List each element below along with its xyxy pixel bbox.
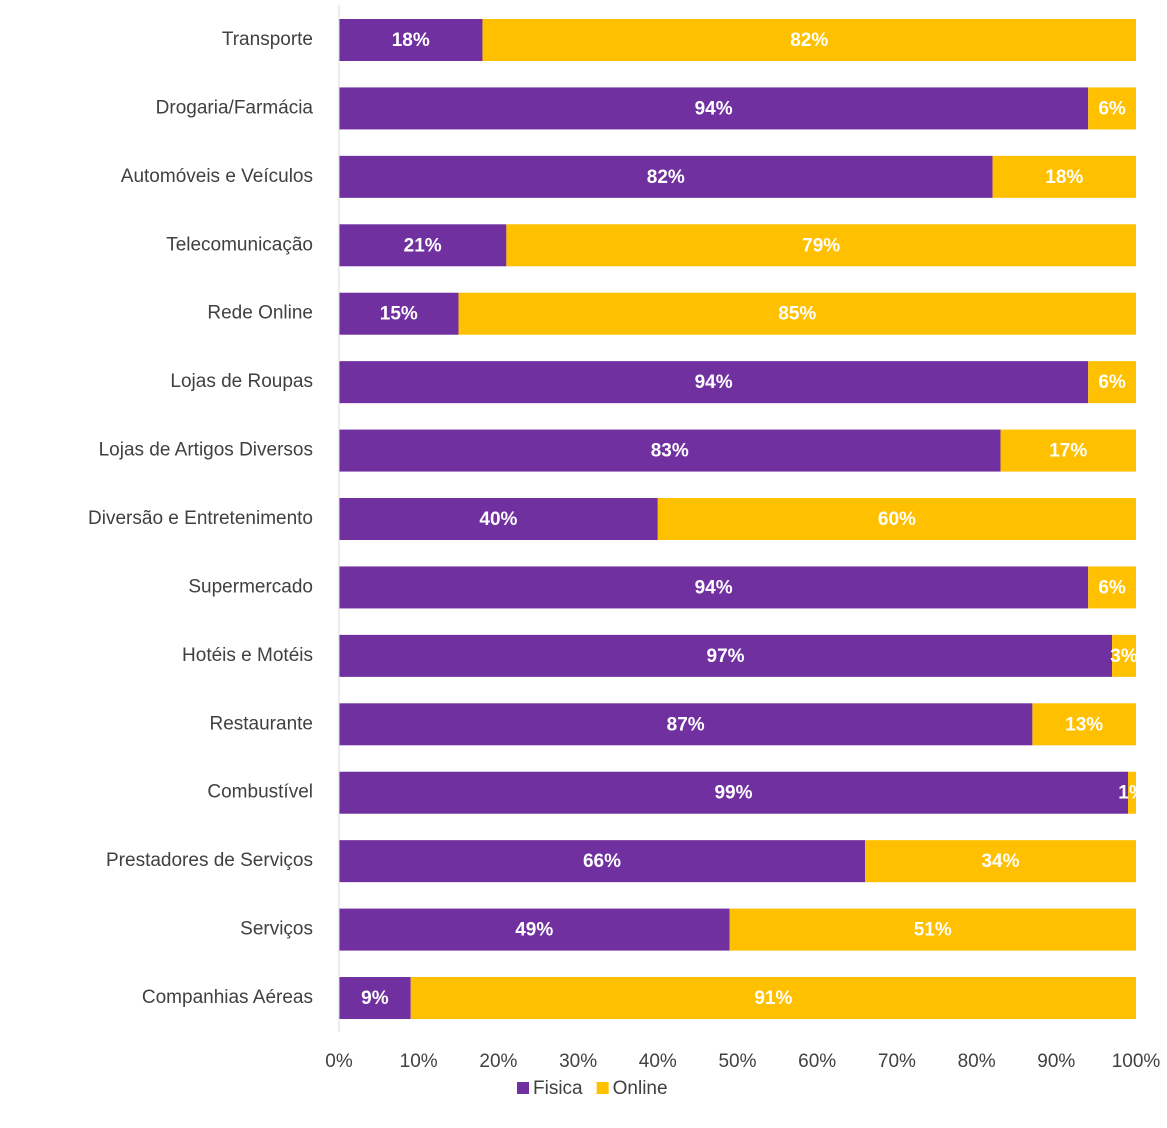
bar-segment bbox=[339, 840, 866, 883]
value-label: 6% bbox=[1098, 372, 1126, 393]
value-label: 97% bbox=[707, 646, 745, 667]
bar-segment bbox=[482, 19, 1137, 61]
bar-segment bbox=[992, 155, 1136, 198]
bar-segment bbox=[339, 19, 483, 61]
x-tick-label: 30% bbox=[559, 1051, 597, 1072]
value-label: 83% bbox=[651, 441, 689, 462]
y-tick-label: Combustível bbox=[207, 782, 313, 803]
x-tick-label: 100% bbox=[1112, 1051, 1161, 1072]
bar-segment bbox=[339, 634, 1113, 677]
x-tick-label: 60% bbox=[798, 1051, 836, 1072]
bar-segment bbox=[339, 977, 411, 1020]
bar-segment bbox=[458, 292, 1136, 335]
value-label: 51% bbox=[914, 920, 952, 941]
value-label: 66% bbox=[583, 851, 621, 872]
value-label: 94% bbox=[695, 372, 733, 393]
legend-swatch bbox=[517, 1082, 529, 1094]
value-label: 3% bbox=[1110, 646, 1138, 667]
value-label: 18% bbox=[392, 30, 430, 51]
value-label: 60% bbox=[878, 509, 916, 530]
legend-label: Online bbox=[613, 1078, 668, 1099]
value-label: 17% bbox=[1049, 441, 1087, 462]
value-label: 40% bbox=[479, 509, 517, 530]
value-label: 6% bbox=[1098, 577, 1126, 598]
legend-label: Fisica bbox=[533, 1078, 583, 1099]
y-tick-label: Drogaria/Farmácia bbox=[156, 97, 314, 118]
bar-segment bbox=[1112, 634, 1136, 677]
y-tick-label: Telecomunicação bbox=[166, 234, 313, 255]
bar-segment bbox=[339, 771, 1129, 814]
value-label: 49% bbox=[515, 920, 553, 941]
x-tick-label: 0% bbox=[325, 1051, 353, 1072]
y-tick-label: Automóveis e Veículos bbox=[121, 166, 313, 187]
y-tick-label: Diversão e Entretenimento bbox=[88, 508, 313, 529]
bar-segment bbox=[339, 703, 1033, 746]
value-label: 99% bbox=[714, 783, 752, 804]
legend-swatch bbox=[596, 1082, 609, 1094]
value-label: 13% bbox=[1065, 714, 1103, 735]
y-tick-label: Rede Online bbox=[207, 303, 313, 324]
bar-segment bbox=[729, 908, 1136, 951]
bar-segment bbox=[339, 155, 993, 198]
bar-segment bbox=[1000, 429, 1136, 472]
value-label: 87% bbox=[667, 714, 705, 735]
bar-segment bbox=[410, 977, 1137, 1020]
x-tick-label: 10% bbox=[400, 1051, 438, 1072]
bar-segment bbox=[339, 429, 1001, 472]
x-tick-label: 50% bbox=[718, 1051, 756, 1072]
x-tick-label: 40% bbox=[639, 1051, 677, 1072]
y-tick-label: Serviços bbox=[240, 919, 313, 940]
value-label: 94% bbox=[695, 577, 733, 598]
value-label: 94% bbox=[695, 98, 733, 119]
value-label: 18% bbox=[1045, 167, 1083, 188]
value-label: 82% bbox=[790, 30, 828, 51]
y-tick-label: Companhias Aéreas bbox=[142, 987, 313, 1008]
x-tick-label: 70% bbox=[878, 1051, 916, 1072]
y-tick-label: Supermercado bbox=[188, 576, 313, 597]
y-tick-label: Lojas de Roupas bbox=[170, 371, 313, 392]
y-tick-label: Hotéis e Motéis bbox=[182, 645, 313, 666]
x-tick-label: 80% bbox=[958, 1051, 996, 1072]
bar-segment bbox=[1088, 361, 1136, 404]
bar-segment bbox=[339, 908, 730, 951]
bar-segment bbox=[339, 87, 1089, 130]
value-label: 6% bbox=[1098, 98, 1126, 119]
y-tick-label: Prestadores de Serviços bbox=[106, 850, 313, 871]
bar-segment bbox=[657, 498, 1136, 541]
value-label: 79% bbox=[802, 235, 840, 256]
y-tick-label: Lojas de Artigos Diversos bbox=[99, 440, 313, 461]
value-label: 91% bbox=[754, 988, 792, 1009]
value-label: 9% bbox=[361, 988, 389, 1009]
bar-segment bbox=[339, 292, 459, 335]
bar-segment bbox=[1088, 566, 1136, 609]
bar-segment bbox=[1088, 87, 1136, 130]
bar-segment bbox=[339, 224, 507, 267]
value-label: 1% bbox=[1118, 783, 1146, 804]
x-tick-label: 20% bbox=[479, 1051, 517, 1072]
value-label: 15% bbox=[380, 304, 418, 325]
bar-segment bbox=[339, 498, 658, 541]
bar-segment bbox=[339, 566, 1089, 609]
value-label: 82% bbox=[647, 167, 685, 188]
x-tick-label: 90% bbox=[1037, 1051, 1075, 1072]
value-label: 21% bbox=[404, 235, 442, 256]
bar-segment bbox=[1032, 703, 1136, 746]
bar-segment bbox=[339, 361, 1089, 404]
y-tick-label: Transporte bbox=[222, 29, 313, 50]
value-label: 34% bbox=[981, 851, 1019, 872]
bar-segment bbox=[865, 840, 1136, 883]
y-tick-label: Restaurante bbox=[209, 713, 313, 734]
bar-segment bbox=[1128, 771, 1136, 814]
value-label: 85% bbox=[778, 304, 816, 325]
bar-segment bbox=[506, 224, 1136, 267]
